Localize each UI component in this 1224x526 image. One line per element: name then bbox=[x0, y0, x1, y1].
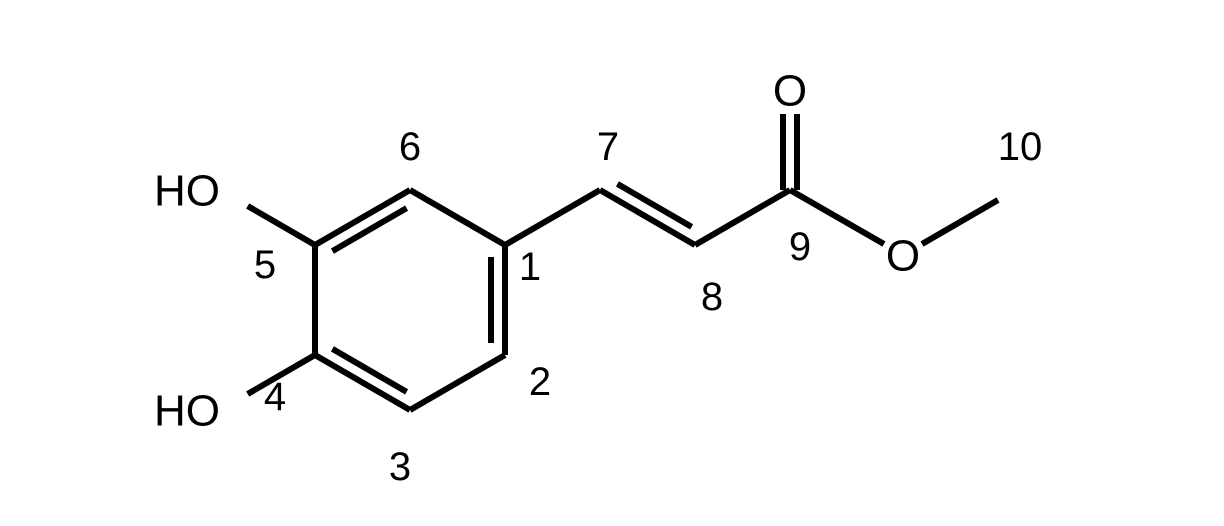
molecule-diagram: HO HO O O 1 2 3 4 5 6 7 8 9 10 bbox=[0, 0, 1224, 526]
atom-label-O4: HO bbox=[154, 386, 220, 435]
atom-label-O9s: O bbox=[886, 231, 920, 280]
atom-label-O5: HO bbox=[154, 166, 220, 215]
position-label-7: 7 bbox=[597, 125, 619, 169]
atom-label-O9d: O bbox=[773, 66, 807, 115]
position-label-8: 8 bbox=[701, 275, 723, 319]
position-label-2: 2 bbox=[529, 360, 551, 404]
bond-C5-O5 bbox=[248, 206, 315, 245]
bond-C2-C3 bbox=[410, 355, 505, 410]
position-label-1: 1 bbox=[519, 245, 541, 289]
position-label-9: 9 bbox=[789, 225, 811, 269]
position-label-10: 10 bbox=[998, 125, 1043, 169]
position-label-3: 3 bbox=[389, 445, 411, 489]
bond-C8-C9 bbox=[695, 190, 790, 245]
position-label-4: 4 bbox=[264, 375, 286, 419]
position-label-6: 6 bbox=[399, 125, 421, 169]
bond-O9s-C10 bbox=[922, 200, 998, 244]
bond-C1-C7 bbox=[505, 190, 600, 245]
position-label-5: 5 bbox=[254, 243, 276, 287]
bond-C6-C1 bbox=[410, 190, 505, 245]
